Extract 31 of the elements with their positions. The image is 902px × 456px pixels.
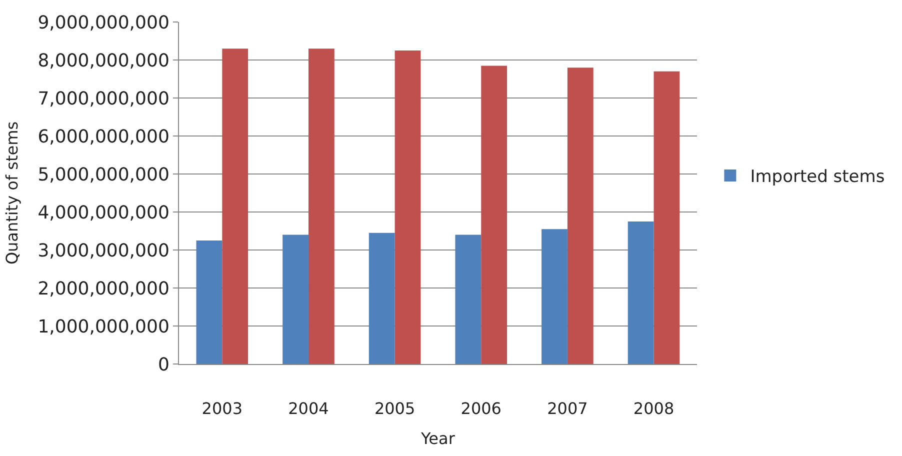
x-axis-title: Year [420,428,456,448]
bar [282,234,308,364]
bar [455,234,482,364]
x-tick-label: 2003 [202,399,243,418]
y-tick-label: 0 [158,354,170,376]
y-tick-label: 5,000,000,000 [38,164,170,186]
y-tick-label: 7,000,000,000 [38,88,170,110]
y-tick-label: 9,000,000,000 [38,12,170,34]
bar [394,50,421,364]
x-tick-label: 2004 [288,399,329,418]
x-tick-label: 2008 [633,399,674,418]
bar [654,71,680,364]
bar [481,66,508,364]
x-tick-label: 2006 [460,399,502,418]
y-tick-label: 8,000,000,000 [38,50,170,72]
bar [222,48,248,364]
x-tick-label: 2005 [374,399,416,418]
y-tick-label: 1,000,000,000 [38,316,170,338]
y-tick-label: 2,000,000,000 [38,278,170,300]
bar [368,232,395,364]
legend-label: Imported stems [750,167,885,188]
bar [567,68,594,364]
y-tick-label: 4,000,000,000 [38,202,170,224]
y-tick-label: 6,000,000,000 [38,126,170,148]
y-axis-title: Quantity of stems [2,121,22,265]
bar [542,229,568,364]
bar [196,240,222,364]
bar [308,48,334,364]
x-tick-label: 2007 [547,399,588,418]
bar [628,222,654,364]
y-tick-label: 3,000,000,000 [38,240,170,262]
